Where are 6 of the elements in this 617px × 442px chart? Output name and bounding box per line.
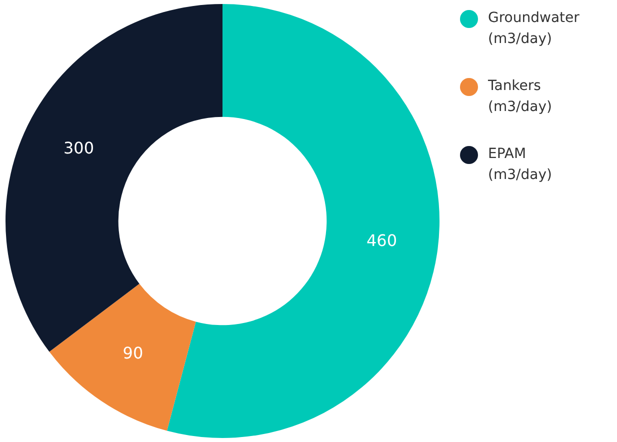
legend-label: Groundwater (m3/day) (488, 9, 580, 49)
data-label: 300 (63, 138, 94, 158)
legend-label: Tankers (m3/day) (488, 77, 553, 117)
legend-label: EPAM (m3/day) (488, 145, 553, 185)
data-label: 460 (366, 230, 398, 250)
data-label: 90 (122, 343, 144, 362)
